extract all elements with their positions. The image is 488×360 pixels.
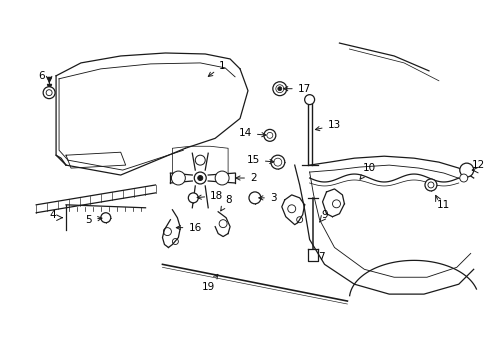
Circle shape	[270, 155, 284, 169]
Circle shape	[171, 171, 185, 185]
Text: 7: 7	[318, 252, 324, 262]
Circle shape	[188, 193, 198, 203]
Text: 19: 19	[201, 274, 217, 292]
Text: 15: 15	[246, 155, 273, 165]
Circle shape	[304, 95, 314, 105]
Text: 14: 14	[238, 129, 265, 138]
Circle shape	[197, 176, 203, 180]
Circle shape	[43, 87, 55, 99]
Circle shape	[424, 179, 436, 191]
Circle shape	[277, 87, 281, 91]
Circle shape	[459, 174, 467, 182]
Text: 4: 4	[50, 210, 56, 220]
Text: 8: 8	[220, 195, 231, 211]
Circle shape	[194, 172, 206, 184]
Text: 6: 6	[38, 71, 44, 81]
Text: 18: 18	[197, 191, 223, 201]
Text: 9: 9	[321, 210, 327, 220]
Text: 13: 13	[315, 121, 340, 131]
Circle shape	[215, 171, 228, 185]
Text: 3: 3	[258, 193, 276, 203]
Circle shape	[195, 155, 205, 165]
Circle shape	[275, 85, 283, 93]
Text: 11: 11	[436, 200, 449, 210]
Circle shape	[264, 129, 275, 141]
Circle shape	[101, 213, 111, 223]
Circle shape	[459, 163, 473, 177]
Text: 16: 16	[176, 222, 201, 233]
Circle shape	[266, 132, 272, 138]
Text: 5: 5	[85, 215, 102, 225]
Circle shape	[272, 82, 286, 96]
Text: 2: 2	[235, 173, 256, 183]
Circle shape	[273, 158, 281, 166]
Text: 12: 12	[471, 160, 484, 170]
Circle shape	[427, 182, 433, 188]
Text: 10: 10	[359, 163, 375, 179]
Text: 1: 1	[208, 61, 225, 76]
Circle shape	[248, 192, 261, 204]
Circle shape	[46, 90, 52, 96]
Text: 17: 17	[283, 84, 310, 94]
